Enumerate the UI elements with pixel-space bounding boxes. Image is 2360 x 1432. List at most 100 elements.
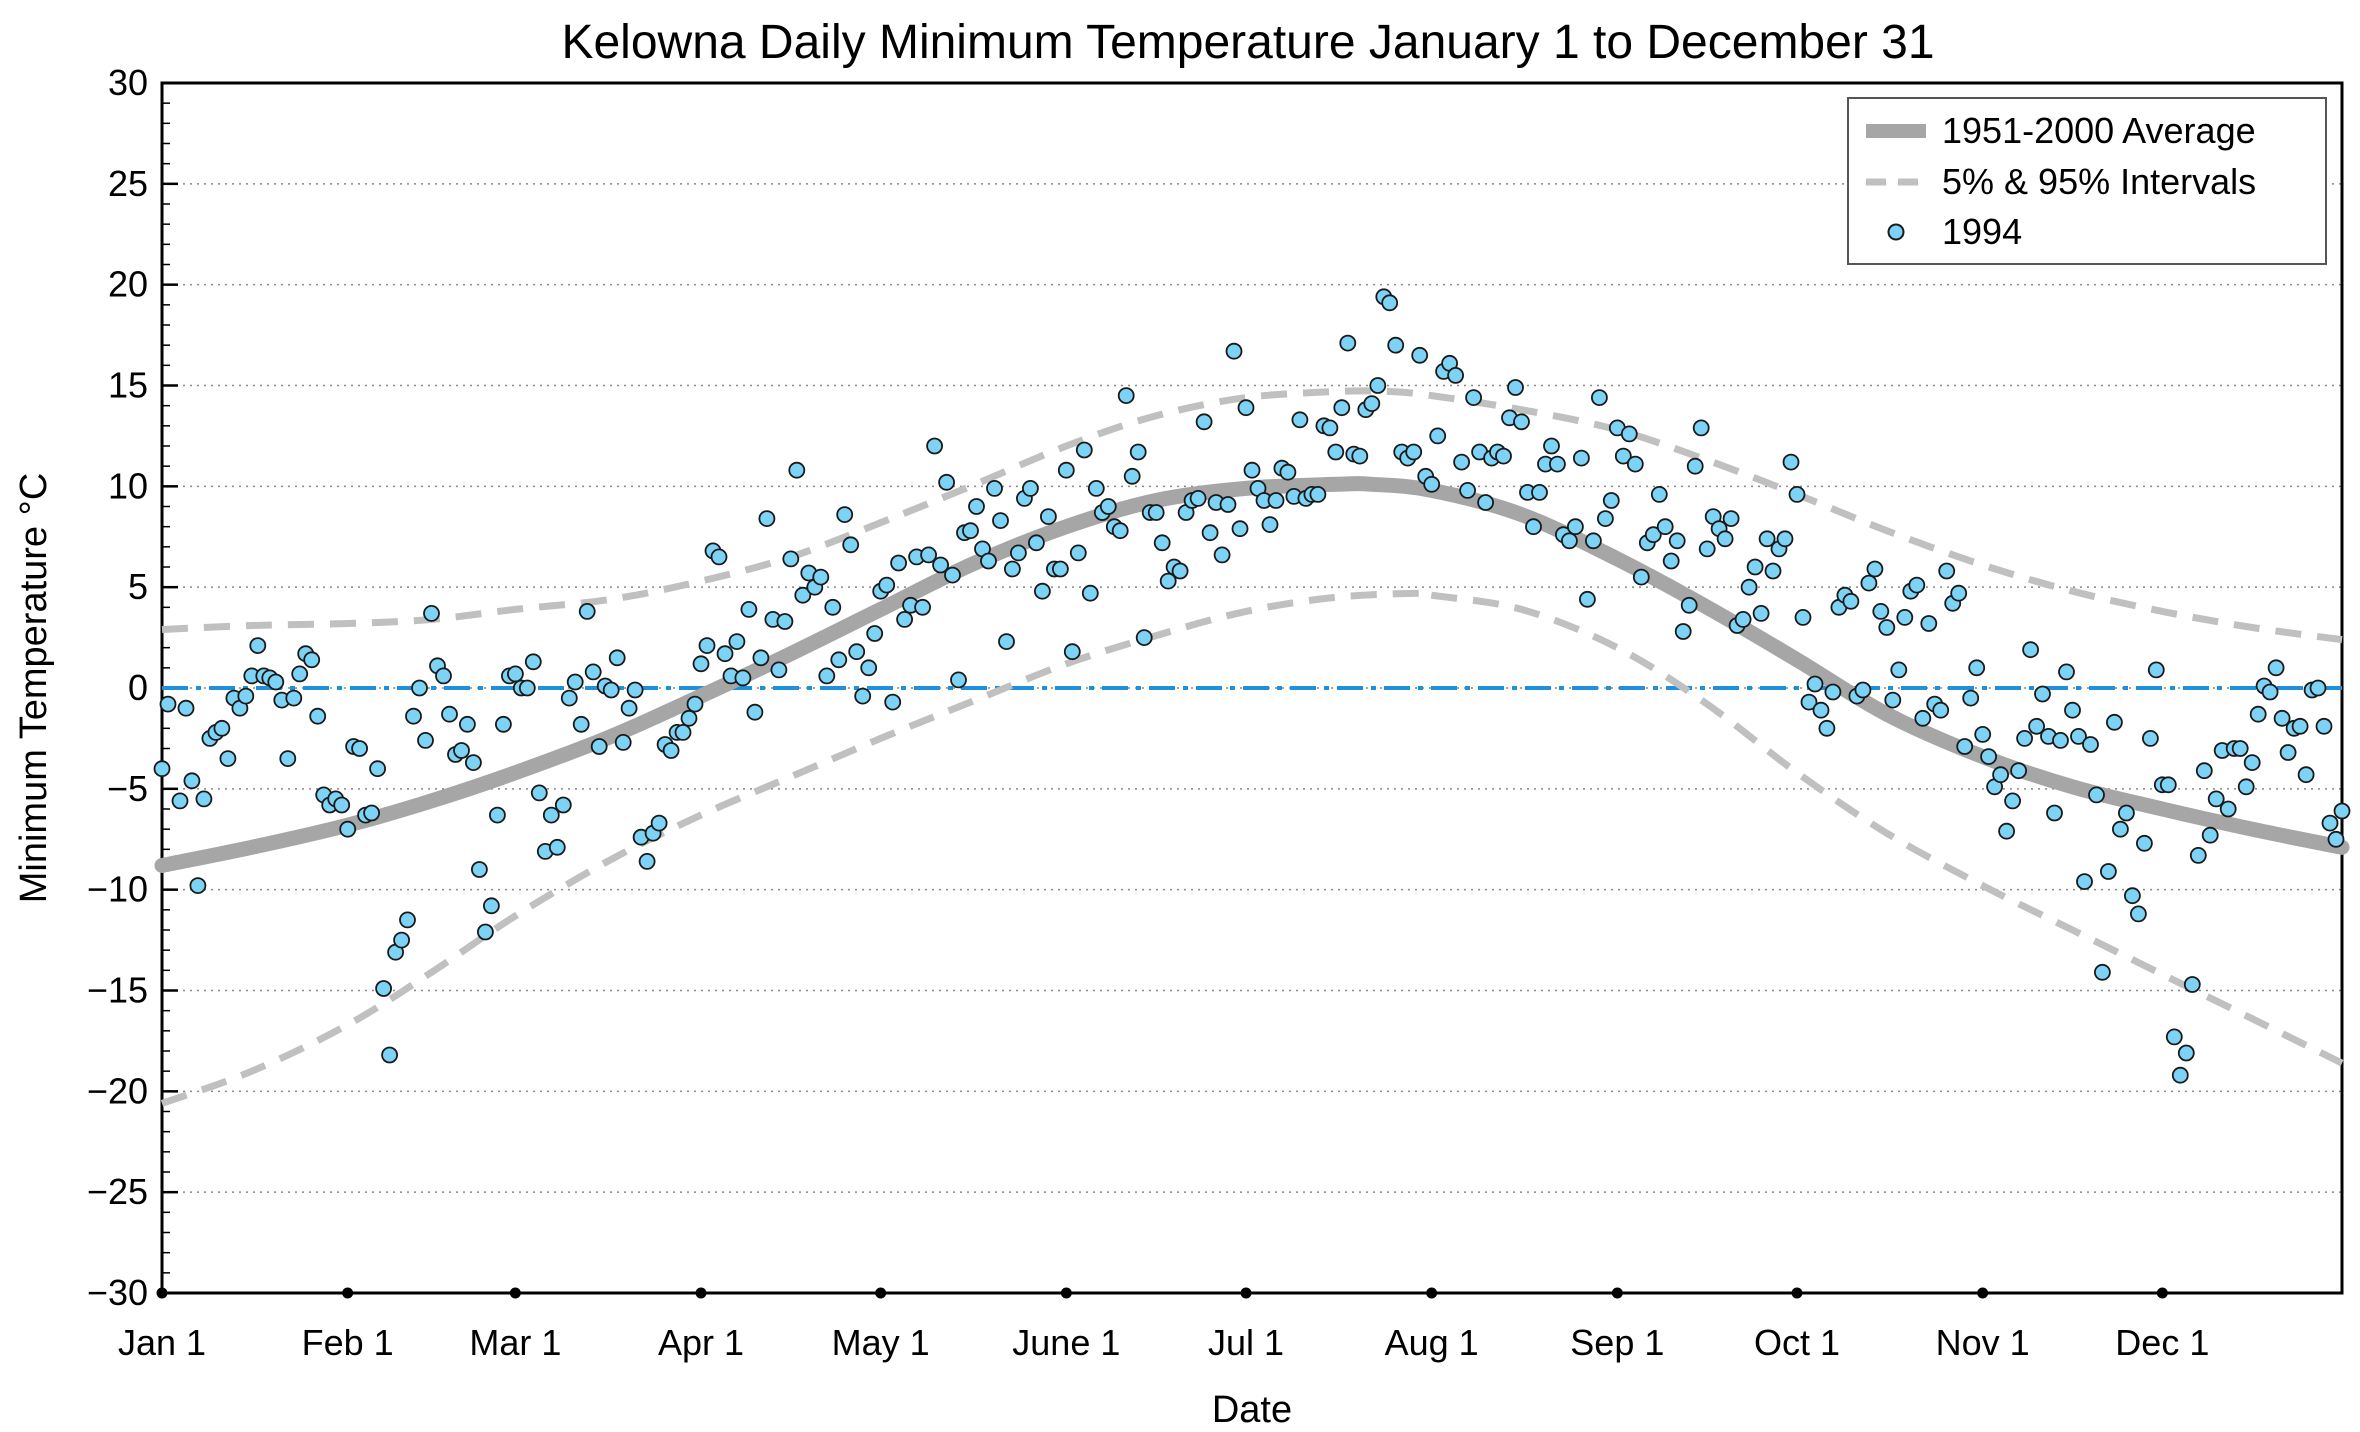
data-point [2082, 736, 2099, 753]
data-point [584, 663, 602, 681]
data-point [2099, 863, 2117, 880]
data-point [1992, 766, 2009, 784]
data-point [1153, 534, 1171, 552]
data-point [411, 679, 428, 697]
data-point [620, 699, 638, 717]
data-point [159, 695, 177, 713]
y-tick-label: −5 [107, 768, 148, 809]
data-point [476, 923, 494, 941]
data-point [1387, 336, 1405, 354]
data-point [1309, 485, 1327, 503]
data-point [1908, 576, 1926, 594]
data-point [614, 734, 632, 751]
data-point [848, 643, 866, 661]
data-point [1758, 530, 1776, 548]
data-point [1722, 510, 1740, 527]
data-point [1333, 399, 1351, 417]
data-point [309, 707, 327, 725]
data-point [1884, 691, 1902, 709]
data-point [1998, 822, 2015, 840]
data-point [1626, 455, 1644, 473]
data-point [1321, 419, 1339, 437]
data-point [1040, 508, 1057, 525]
data-point [548, 838, 566, 856]
data-point [453, 742, 470, 759]
data-point [1890, 661, 1908, 679]
data-point [1818, 719, 1836, 737]
x-tick [1611, 1287, 1623, 1299]
data-point [1237, 399, 1255, 417]
data-point [968, 498, 985, 515]
data-point [1602, 492, 1620, 509]
data-point [2016, 730, 2033, 747]
data-point [1896, 609, 1914, 626]
data-point [2309, 679, 2327, 697]
data-point [2297, 766, 2315, 784]
data-point [2028, 717, 2045, 735]
data-point [2123, 887, 2141, 905]
data-point [1591, 389, 1608, 407]
data-point [1117, 387, 1135, 405]
data-point [1129, 443, 1147, 461]
x-tick [2156, 1287, 2168, 1299]
data-point [572, 715, 590, 733]
data-point [2117, 804, 2135, 822]
data-point [938, 473, 955, 491]
data-point [1447, 366, 1464, 384]
data-point [423, 605, 440, 622]
data-point [1525, 518, 1542, 536]
data-point [530, 784, 548, 802]
data-point [782, 550, 800, 568]
data-point [1860, 574, 1878, 592]
data-point [1327, 443, 1345, 461]
data-point [381, 1046, 399, 1064]
data-point [692, 655, 710, 673]
data-point [279, 750, 297, 767]
data-point [980, 552, 997, 570]
data-point [1543, 437, 1560, 455]
x-axis: Jan 1 Feb 1 Mar 1 Apr 1 May 1 June 1 Jul 1 Aug … [118, 1287, 2209, 1363]
data-point [153, 760, 171, 778]
data-point [680, 709, 698, 727]
x-tick [156, 1287, 168, 1299]
data-point [746, 703, 764, 721]
y-tick-label: −30 [87, 1272, 148, 1313]
data-point [1656, 518, 1674, 536]
data-point [2129, 905, 2147, 923]
data-point [458, 715, 476, 733]
data-point [393, 931, 411, 949]
data-point [1028, 534, 1045, 552]
data-point [830, 651, 848, 669]
data-point [2088, 786, 2105, 804]
data-point [507, 665, 524, 683]
data-point [1063, 643, 1081, 661]
data-point [2022, 641, 2039, 659]
data-point [2279, 744, 2297, 761]
x-tick-label: Jan 1 [118, 1322, 206, 1363]
data-point [1087, 479, 1105, 497]
data-point [638, 853, 656, 870]
data-point [794, 586, 812, 604]
data-point [2034, 685, 2051, 703]
data-point [2249, 705, 2267, 723]
x-tick-label: Mar 1 [469, 1322, 561, 1363]
data-point [1614, 447, 1632, 465]
data-point [2135, 834, 2153, 852]
data-point [1147, 504, 1165, 521]
data-point [405, 707, 422, 725]
data-point [2201, 826, 2219, 844]
data-point [824, 598, 842, 616]
data-point [1968, 659, 1986, 677]
data-point [1171, 562, 1189, 580]
data-point [1776, 530, 1794, 548]
data-point [482, 897, 500, 915]
data-point [518, 679, 536, 697]
data-point [1339, 334, 1357, 352]
data-point [1034, 582, 1051, 600]
data-point [2321, 814, 2339, 832]
data-point [920, 546, 937, 564]
data-point [351, 740, 369, 757]
data-point [890, 554, 907, 572]
data-point [339, 820, 357, 838]
